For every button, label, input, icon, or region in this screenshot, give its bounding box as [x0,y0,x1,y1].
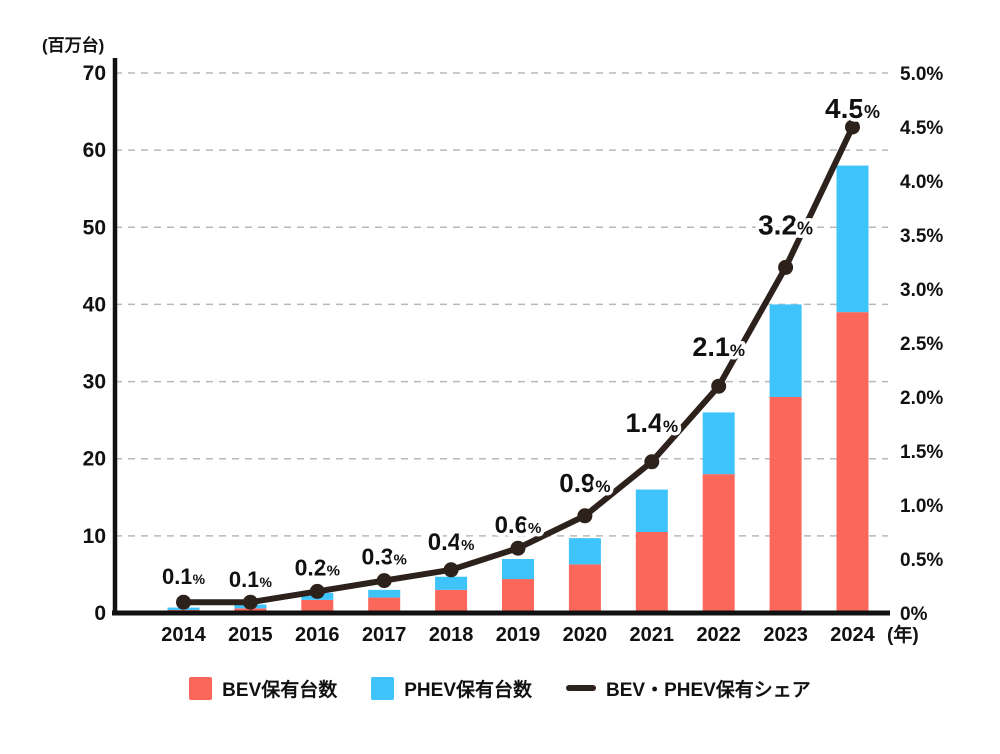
right-tick-4.0%: 4.0% [900,172,943,193]
bar-bev-2023 [769,397,802,613]
share-point-2015 [242,594,258,610]
right-tick-5.0%: 5.0% [900,64,943,85]
bar-bev-2017 [368,597,401,613]
right-tick-1.5%: 1.5% [900,442,943,463]
left-tick-30: 30 [83,371,106,394]
bar-bev-2016 [301,599,334,613]
legend-item-bev: BEV保有台数 [189,675,337,702]
legend-item-share: BEV・PHEV保有シェア [566,675,811,702]
right-tick-0%: 0% [900,604,928,625]
left-tick-40: 40 [83,293,106,316]
right-tick-0.5%: 0.5% [900,550,943,571]
share-label-2018: 0.4% [428,529,475,556]
bar-bev-2018 [435,589,468,613]
share-point-2014 [176,594,191,610]
share-label-2015: 0.1% [229,567,273,592]
legend-label: BEV・PHEV保有シェア [606,679,811,701]
x-tick-label-2015: 2015 [228,624,273,646]
x-tick-label-2023: 2023 [763,624,808,646]
share-point-2020 [577,508,593,524]
left-tick-60: 60 [83,139,106,162]
chart-legend: BEV保有台数 PHEV保有台数 BEV・PHEV保有シェア [0,670,1000,706]
left-axis-unit-label: (百万台) [42,35,104,55]
bar-phev-2019 [502,559,534,580]
share-point-2018 [443,562,459,578]
x-tick-label-2014: 2014 [161,624,206,646]
x-tick-label-2022: 2022 [696,624,741,646]
right-tick-3.5%: 3.5% [900,226,943,247]
bar-phev-2023 [769,304,802,397]
share-label-2019: 0.6% [495,512,542,539]
x-tick-label-2024: 2024 [830,624,875,646]
right-tick-4.5%: 4.5% [900,118,943,139]
bar-bev-2024 [836,312,869,613]
left-tick-20: 20 [83,448,106,471]
right-tick-2.0%: 2.0% [900,388,943,409]
share-label-2014: 0.1% [162,564,206,589]
right-tick-3.0%: 3.0% [900,280,943,301]
right-tick-1.0%: 1.0% [900,496,943,517]
share-point-2019 [510,540,526,556]
right-tick-2.5%: 2.5% [900,334,943,355]
bar-phev-2018 [435,576,468,590]
x-tick-label-2020: 2020 [563,624,608,646]
x-tick-label-2019: 2019 [496,624,541,646]
legend-label: PHEV保有台数 [404,679,532,701]
share-point-2021 [644,454,660,470]
x-axis-year-suffix: (年) [887,623,919,646]
legend-label: BEV保有台数 [222,679,338,701]
legend-color-swatch [189,676,213,700]
legend-item-phev: PHEV保有台数 [371,675,532,702]
legend-color-swatch [371,676,395,700]
x-tick-label-2018: 2018 [429,624,474,646]
bar-phev-2021 [635,489,668,532]
x-tick-label-2017: 2017 [362,624,407,646]
legend-line-swatch [566,685,596,691]
share-label-2021: 1.4% [625,408,678,438]
bar-bev-2020 [568,564,601,613]
share-label-2020: 0.9% [559,468,610,498]
share-label-2016: 0.2% [295,554,340,580]
bar-phev-2024 [836,165,869,313]
share-point-2022 [711,378,727,394]
x-tick-label-2016: 2016 [295,624,340,646]
bar-bev-2021 [635,532,668,613]
share-point-2016 [309,583,325,599]
share-label-2017: 0.3% [362,544,407,570]
bar-bev-2019 [502,579,534,613]
left-tick-10: 10 [83,525,106,548]
x-tick-label-2021: 2021 [630,624,675,646]
bar-phev-2022 [702,412,735,475]
bar-bev-2022 [702,474,735,613]
bar-phev-2020 [568,538,601,565]
left-tick-0: 0 [94,602,106,625]
share-label-2022: 2.1% [692,332,745,362]
bar-phev-2017 [368,589,401,598]
share-point-2023 [778,259,794,275]
left-tick-70: 70 [83,62,106,85]
share-point-2017 [376,573,392,589]
share-label-2024: 4.5% [825,93,880,124]
share-point-2024 [845,119,860,135]
share-label-2023: 3.2% [758,209,813,240]
left-tick-50: 50 [83,216,106,239]
